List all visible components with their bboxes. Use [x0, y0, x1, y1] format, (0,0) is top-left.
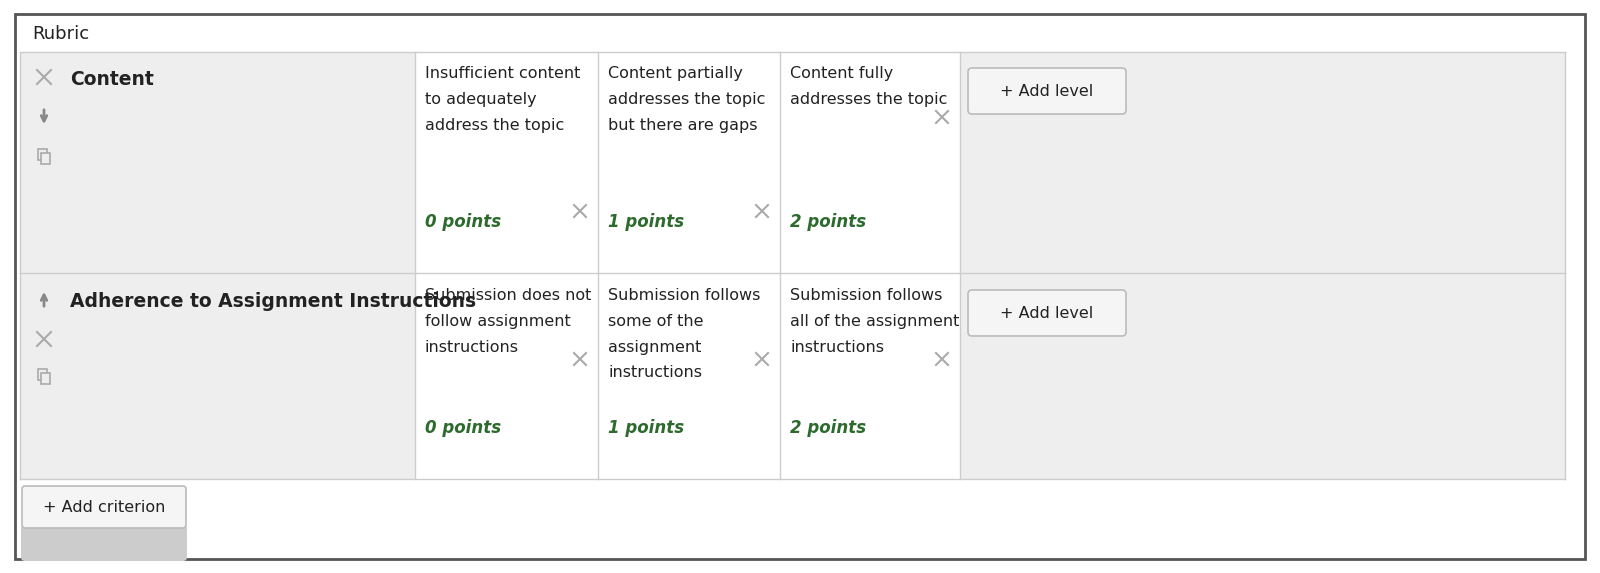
Bar	[960, 52, 1565, 273]
Text: Rubric: Rubric	[32, 25, 90, 43]
Bar	[960, 274, 1565, 479]
Text: + Add level: + Add level	[1000, 305, 1094, 320]
Text: Submission does not
follow assignment
instructions: Submission does not follow assignment in…	[426, 288, 592, 355]
Bar	[414, 52, 598, 273]
Text: Content fully
addresses the topic: Content fully addresses the topic	[790, 66, 947, 107]
Bar	[598, 274, 781, 479]
Text: 0 points: 0 points	[426, 419, 501, 437]
Text: 2 points: 2 points	[790, 213, 866, 231]
FancyBboxPatch shape	[21, 525, 187, 561]
Text: Insufficient content
to adequately
address the topic: Insufficient content to adequately addre…	[426, 66, 581, 132]
Text: Content: Content	[70, 70, 154, 89]
Bar	[19, 274, 414, 479]
Text: Submission follows
some of the
assignment
instructions: Submission follows some of the assignmen…	[608, 288, 760, 380]
Text: 1 points: 1 points	[608, 419, 685, 437]
Text: 2 points: 2 points	[790, 419, 866, 437]
Bar	[38, 369, 46, 380]
Bar	[414, 274, 598, 479]
Bar	[598, 52, 781, 273]
Text: Adherence to Assignment Instructions: Adherence to Assignment Instructions	[70, 292, 477, 311]
Text: 0 points: 0 points	[426, 213, 501, 231]
Text: Submission follows
all of the assignment
instructions: Submission follows all of the assignment…	[790, 288, 960, 355]
FancyBboxPatch shape	[22, 486, 186, 528]
Bar	[42, 153, 50, 164]
Text: + Add level: + Add level	[1000, 84, 1094, 99]
Text: 1 points: 1 points	[608, 213, 685, 231]
Bar	[42, 373, 50, 384]
Bar	[781, 52, 960, 273]
Bar	[38, 149, 46, 160]
Bar	[781, 274, 960, 479]
Text: Content partially
addresses the topic
but there are gaps: Content partially addresses the topic bu…	[608, 66, 765, 132]
FancyBboxPatch shape	[968, 290, 1126, 336]
Text: + Add criterion: + Add criterion	[43, 500, 165, 515]
Bar	[19, 52, 414, 273]
FancyBboxPatch shape	[968, 68, 1126, 114]
